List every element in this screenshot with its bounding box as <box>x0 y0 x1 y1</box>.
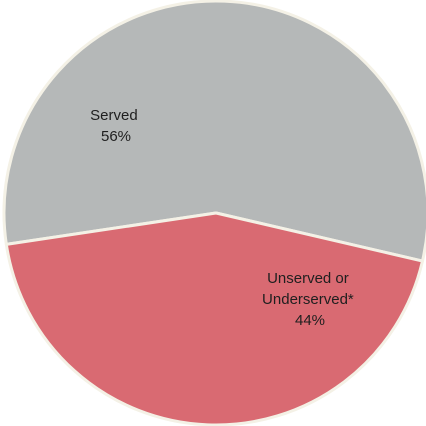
slice-label-unserved: Unserved or Underserved* 44% <box>262 270 358 329</box>
pie-slice-served <box>2 0 426 263</box>
pie-slice-unserved <box>4 211 424 426</box>
served-name: Served <box>90 107 138 124</box>
unserved-percent: 44% <box>295 312 325 329</box>
unserved-name-line-2: Underserved* <box>262 291 354 308</box>
served-percent: 56% <box>101 128 131 145</box>
unserved-name-line-1: Unserved or <box>267 270 349 287</box>
slice-label-served: Served 56% <box>90 107 142 145</box>
